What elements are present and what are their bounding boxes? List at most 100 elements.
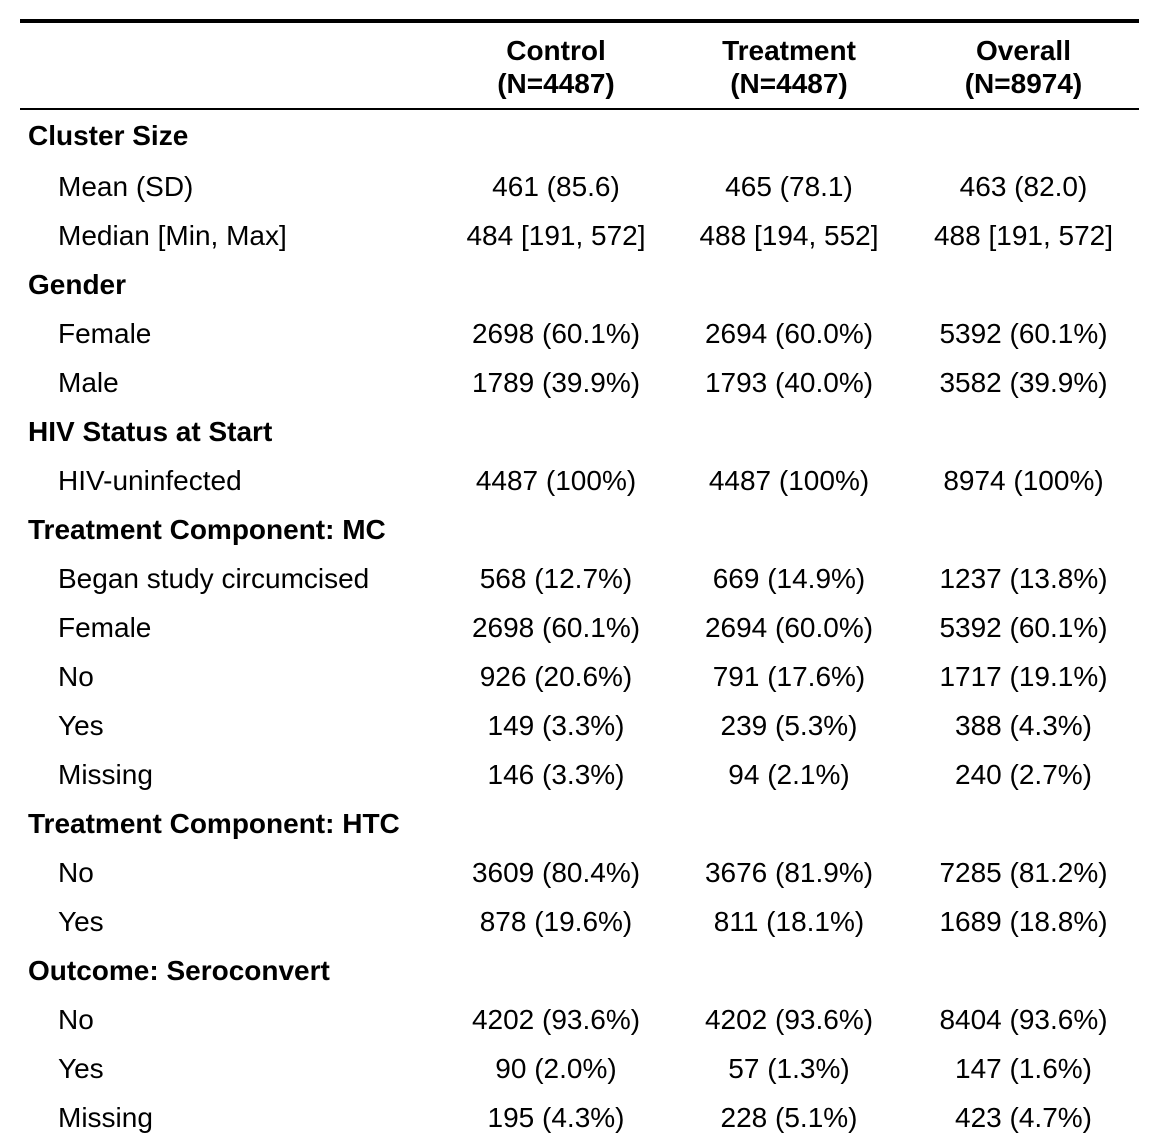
treatment-value: 57 (1.3%) [728, 1052, 850, 1084]
control-value: 461 (85.6) [492, 170, 620, 202]
table-row: No 3609 (80.4%) 3676 (81.9%) 7285 (81.2%) [20, 848, 1139, 897]
table-header-rule [20, 108, 1139, 110]
group-row: Gender [20, 260, 1139, 309]
table-row: Female 2698 (60.1%) 2694 (60.0%) 5392 (60.1… [20, 603, 1139, 652]
group-row: Treatment Component: HTC [20, 799, 1139, 848]
treatment-value: 94 (2.1%) [728, 758, 850, 790]
group-row: HIV Status at Start [20, 407, 1139, 456]
table-row: Yes 878 (19.6%) 811 (18.1%) 1689 (18.8%) [20, 897, 1139, 946]
treatment-value: 465 (78.1) [725, 170, 853, 202]
group-label: HIV Status at Start [28, 415, 273, 447]
control-value: 568 (12.7%) [479, 562, 633, 594]
control-value: 146 (3.3%) [487, 758, 625, 790]
control-value: 4202 (93.6%) [471, 1003, 641, 1035]
header-title: Treatment [722, 35, 856, 66]
row-label: Male [58, 366, 119, 398]
table-row: Median [Min, Max] 484 [191, 572] 488 [194,… [20, 211, 1139, 260]
group-row: Treatment Component: MC [20, 505, 1139, 554]
group-empty-cell [442, 407, 670, 456]
row-label: No [58, 1003, 94, 1035]
overall-value: 147 (1.6%) [955, 1052, 1092, 1084]
row-label: HIV-uninfected [58, 464, 242, 496]
header-control: Control (N=4487) [442, 23, 670, 108]
group-label: Treatment Component: MC [28, 513, 386, 545]
group-empty-cell [670, 407, 908, 456]
header-subtitle: (N=8974) [964, 68, 1083, 99]
table-row: No 4202 (93.6%) 4202 (93.6%) 8404 (93.6%) [20, 995, 1139, 1044]
table-body: Cluster Size Mean (SD) 461 (85.6) 465 (78.1… [20, 110, 1139, 1142]
group-label: Cluster Size [28, 120, 189, 151]
overall-value: 5392 (60.1%) [939, 317, 1108, 349]
treatment-value: 791 (17.6%) [712, 660, 866, 692]
table-row: No 926 (20.6%) 791 (17.6%) 1717 (19.1%) [20, 652, 1139, 701]
treatment-value: 228 (5.1%) [720, 1101, 858, 1133]
overall-value: 3582 (39.9%) [939, 366, 1108, 398]
table-row: Mean (SD) 461 (85.6) 465 (78.1) 463 (82.0) [20, 162, 1139, 211]
summary-table: Control (N=4487) Treatment (N=4487) Over… [20, 23, 1139, 108]
table-row: Yes 90 (2.0%) 57 (1.3%) 147 (1.6%) [20, 1044, 1139, 1093]
group-empty-cell [908, 946, 1139, 995]
treatment-value: 3676 (81.9%) [704, 856, 874, 888]
control-value: 2698 (60.1%) [471, 317, 641, 349]
group-label: Outcome: Seroconvert [28, 954, 330, 986]
row-label: Yes [58, 905, 104, 937]
group-empty-cell [670, 110, 908, 162]
group-row: Cluster Size [20, 110, 1139, 162]
group-empty-cell [442, 505, 670, 554]
control-value: 90 (2.0%) [495, 1052, 617, 1084]
control-value: 2698 (60.1%) [471, 611, 641, 643]
treatment-value: 1793 (40.0%) [704, 366, 874, 398]
group-label: Treatment Component: HTC [28, 807, 400, 839]
header-label-cell [20, 23, 442, 108]
group-empty-cell [670, 799, 908, 848]
header-row: Control (N=4487) Treatment (N=4487) Over… [20, 23, 1139, 108]
group-empty-cell [908, 110, 1139, 162]
row-label: Missing [58, 758, 153, 790]
control-value: 1789 (39.9%) [471, 366, 641, 398]
treatment-value: 811 (18.1%) [713, 905, 865, 937]
summary-table-container: Control (N=4487) Treatment (N=4487) Over… [20, 19, 1139, 1142]
table-row: Yes 149 (3.3%) 239 (5.3%) 388 (4.3%) [20, 701, 1139, 750]
header-title: Control [506, 35, 606, 66]
row-label: Median [Min, Max] [58, 219, 287, 251]
overall-value: 5392 (60.1%) [939, 611, 1108, 643]
treatment-value: 4202 (93.6%) [704, 1003, 874, 1035]
row-label: Yes [58, 1052, 104, 1084]
overall-value: 1689 (18.8%) [939, 905, 1108, 937]
treatment-value: 4487 (100%) [708, 464, 870, 496]
treatment-value: 239 (5.3%) [720, 709, 858, 741]
treatment-value: 2694 (60.0%) [704, 611, 874, 643]
summary-table-body: Cluster Size Mean (SD) 461 (85.6) 465 (78.1… [20, 110, 1139, 1142]
control-value: 195 (4.3%) [487, 1101, 625, 1133]
header-subtitle: (N=4487) [730, 68, 848, 99]
group-empty-cell [442, 799, 670, 848]
treatment-value: 669 (14.9%) [712, 562, 866, 594]
table-row: Female 2698 (60.1%) 2694 (60.0%) 5392 (60.1… [20, 309, 1139, 358]
row-label: Missing [58, 1101, 153, 1133]
table-row: Male 1789 (39.9%) 1793 (40.0%) 3582 (39.9%) [20, 358, 1139, 407]
row-label: Female [58, 317, 152, 349]
overall-value: 1237 (13.8%) [939, 562, 1108, 594]
overall-value: 240 (2.7%) [955, 758, 1092, 790]
row-label: No [58, 660, 94, 692]
group-empty-cell [908, 260, 1139, 309]
table-row: Missing 146 (3.3%) 94 (2.1%) 240 (2.7%) [20, 750, 1139, 799]
control-value: 3609 (80.4%) [471, 856, 641, 888]
overall-value: 8404 (93.6%) [939, 1003, 1108, 1035]
overall-value: 463 (82.0) [959, 170, 1088, 202]
table-row: Missing 195 (4.3%) 228 (5.1%) 423 (4.7%) [20, 1093, 1139, 1142]
group-row: Outcome: Seroconvert [20, 946, 1139, 995]
group-empty-cell [908, 505, 1139, 554]
group-empty-cell [442, 946, 670, 995]
group-empty-cell [908, 407, 1139, 456]
table-row: Began study circumcised 568 (12.7%) 669 (1… [20, 554, 1139, 603]
row-label: Began study circumcised [58, 562, 370, 594]
overall-value: 8974 (100%) [943, 464, 1104, 496]
group-empty-cell [670, 946, 908, 995]
header-subtitle: (N=4487) [497, 68, 615, 99]
row-label: No [58, 856, 94, 888]
control-value: 926 (20.6%) [479, 660, 633, 692]
control-value: 878 (19.6%) [479, 905, 633, 937]
header-treatment: Treatment (N=4487) [670, 23, 908, 108]
group-label: Gender [28, 268, 127, 300]
